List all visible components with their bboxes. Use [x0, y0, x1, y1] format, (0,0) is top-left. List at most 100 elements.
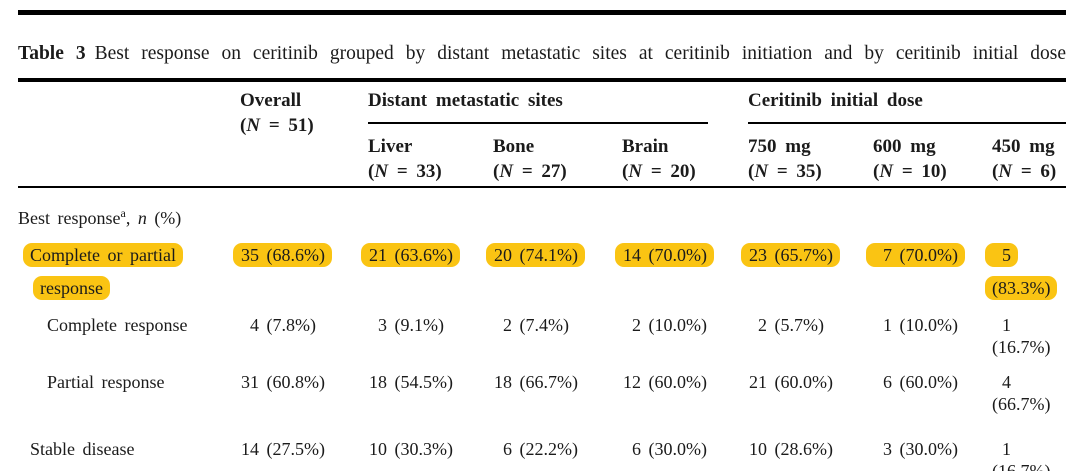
column-header-bone: Bone (N = 27): [493, 134, 622, 186]
column-header-label: Bone: [493, 136, 535, 157]
value: 6 (60.0%): [873, 372, 958, 392]
equals: =: [1012, 161, 1041, 182]
percentage: (16.7%): [992, 337, 1051, 357]
count: 2: [632, 315, 641, 335]
table-number: Table 3: [18, 43, 86, 64]
column-header-label: Liver: [368, 136, 413, 157]
count: 14: [623, 245, 641, 265]
header-rule: [18, 186, 1066, 188]
percentage: (28.6%): [767, 439, 833, 459]
count: 12: [623, 372, 641, 392]
percentage: (30.0%): [641, 439, 707, 459]
column-header-750-mg: 750 mg (N = 35): [748, 134, 873, 186]
count: 1: [883, 315, 892, 335]
count: 7: [883, 245, 892, 265]
n-value: 6: [1040, 161, 1050, 182]
value-cell: 21 (60.0%): [748, 371, 873, 393]
spanner-ceritinib-initial-dose: Ceritinib initial dose: [748, 88, 1066, 134]
column-header-label: 450 mg: [992, 136, 1055, 157]
n-value: 33: [416, 161, 436, 182]
value-cell: 6 (60.0%): [873, 371, 992, 393]
percentage: (70.0%): [892, 245, 958, 265]
count: 35: [241, 245, 259, 265]
percentage: (70.0%): [641, 245, 707, 265]
percentage: (7.4%): [512, 315, 569, 335]
count: 6: [503, 439, 512, 459]
table-row: Partial response 31 (60.8%) 18 (54.5%) 18 (…: [18, 371, 1066, 415]
table-body: Best responsea, n (%) Complete or partia…: [18, 201, 1066, 471]
section-label: Best response: [18, 208, 121, 228]
value: 10 (28.6%): [748, 439, 833, 459]
paren-open: (: [748, 161, 755, 182]
table-caption-text: Best response on ceritinib grouped by di…: [94, 43, 1066, 64]
count: 3: [883, 439, 892, 459]
table-row: Complete or partial response 35 (68.6%) 21…: [18, 239, 1066, 305]
value-cell: 12 (60.0%): [622, 371, 748, 393]
section-n: n: [137, 208, 147, 228]
percentage: (66.7%): [512, 372, 578, 392]
column-n-count: (N = 27): [493, 160, 622, 184]
equals: =: [513, 161, 542, 182]
value-cell: 1 (16.7%): [992, 314, 1066, 358]
value: 2 (10.0%): [622, 315, 707, 335]
count: 2: [758, 315, 767, 335]
column-header-overall: Overall (N = 51): [240, 88, 368, 186]
value: 12 (60.0%): [622, 372, 707, 392]
section-suffix: (%): [146, 208, 182, 228]
value-highlighted: 20 (74.1%): [486, 243, 585, 267]
column-header-brain: Brain (N = 20): [622, 134, 748, 186]
count: 20: [494, 245, 512, 265]
percentage: (63.6%): [387, 245, 453, 265]
percentage: (54.5%): [387, 372, 453, 392]
n-symbol: N: [628, 161, 643, 182]
count: 18: [494, 372, 512, 392]
n-symbol: N: [246, 115, 261, 136]
table-header: Distant metastatic sites Ceritinib initi…: [18, 88, 1066, 186]
value-cell: 5 (83.3%): [985, 239, 1066, 305]
percentage: (65.7%): [767, 245, 833, 265]
value-cell: 31 (60.8%): [240, 371, 368, 393]
count: 6: [883, 372, 892, 392]
equals: =: [768, 161, 797, 182]
section-best-response: Best responsea, n (%): [18, 201, 1066, 230]
percentage: (60.8%): [259, 372, 325, 392]
count: 3: [378, 315, 387, 335]
column-n-count: (N = 35): [748, 160, 873, 184]
value: 3 (30.0%): [873, 439, 958, 459]
table-row: Complete response 4 (7.8%) 3 (9.1%) 2 (7.4%…: [18, 314, 1066, 358]
value-highlighted: 7 (70.0%): [866, 243, 965, 267]
top-rule: [18, 10, 1066, 15]
paren-open: (: [368, 161, 375, 182]
count: 4: [250, 315, 259, 335]
row-label: Complete response: [47, 315, 188, 335]
value-cell: 7 (70.0%): [866, 239, 992, 272]
percentage: (10.0%): [641, 315, 707, 335]
table-row: Stable disease 14 (27.5%) 10 (30.3%) 6 (22.…: [18, 438, 1066, 471]
header-label-spacer: [18, 88, 240, 186]
paren-close: ): [815, 161, 822, 182]
count: 21: [749, 372, 767, 392]
value: 31 (60.8%): [240, 372, 325, 392]
table-caption: Table 3 Best response on ceritinib groupe…: [18, 42, 1066, 66]
column-n-count: (N = 51): [240, 114, 368, 138]
value-highlighted: 35 (68.6%): [233, 243, 332, 267]
paren-open: (: [240, 115, 247, 136]
column-header-label: 750 mg: [748, 136, 811, 157]
row-label-cell: Complete or partial response: [18, 239, 223, 305]
spanner-underline: [368, 122, 708, 124]
percentage: (30.3%): [387, 439, 453, 459]
value-cell: 18 (54.5%): [368, 371, 493, 393]
paren-close: ): [560, 161, 567, 182]
count: 23: [749, 245, 767, 265]
spanner-label: Distant metastatic sites: [368, 90, 563, 111]
value: 4 (7.8%): [240, 315, 316, 335]
value-cell: 23 (65.7%): [741, 239, 873, 272]
count: 14: [241, 439, 259, 459]
value-cell: 14 (27.5%): [240, 438, 368, 460]
percentage: (60.0%): [892, 372, 958, 392]
column-n-count: (N = 10): [873, 160, 992, 184]
column-header-liver: Liver (N = 33): [368, 134, 493, 186]
paren-close: ): [307, 115, 314, 136]
n-symbol: N: [499, 161, 514, 182]
